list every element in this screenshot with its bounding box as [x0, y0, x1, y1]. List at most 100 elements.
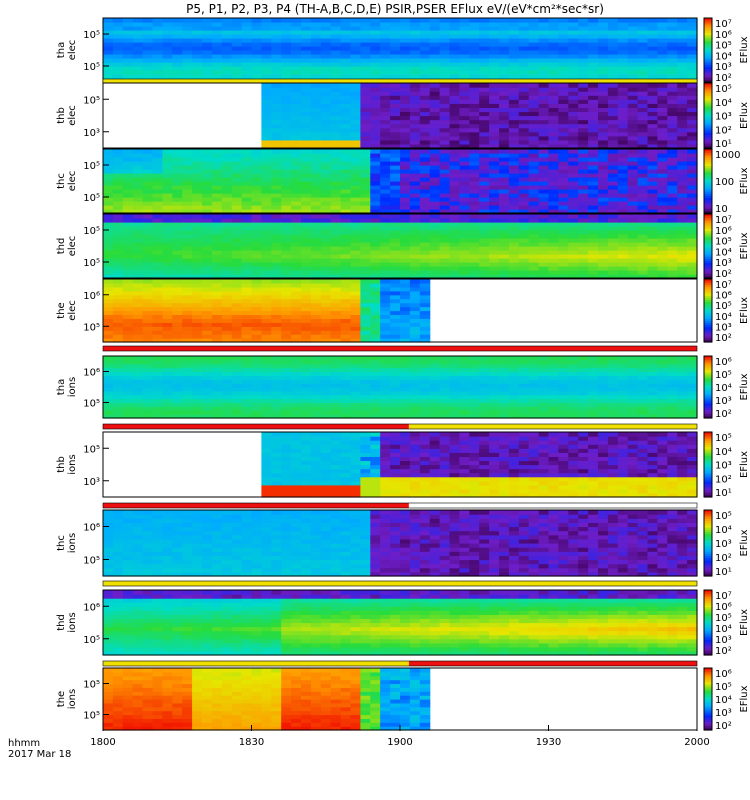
spectrogram-cell: [320, 173, 332, 178]
spectrogram-cell: [172, 58, 183, 63]
spectrogram-cell: [380, 111, 391, 117]
spectrogram-cell: [192, 310, 203, 316]
spectrogram-cell: [310, 135, 322, 141]
colorbar-swatch: [704, 28, 712, 32]
spectrogram-cell: [607, 58, 619, 63]
spectrogram-cell: [370, 302, 381, 308]
spectrogram-cell: [132, 262, 144, 267]
spectrogram-cell: [202, 410, 213, 415]
spectrogram-cell: [142, 214, 154, 219]
spectrogram-cell: [617, 30, 629, 35]
spectrogram-cell: [538, 54, 550, 59]
spectrogram-cell: [221, 290, 233, 296]
spectrogram-cell: [499, 214, 510, 219]
spectrogram-cell: [419, 58, 431, 63]
spectrogram-cell: [231, 254, 243, 259]
spectrogram-cell: [162, 238, 173, 243]
spectrogram-cell: [409, 119, 421, 125]
spectrogram-cell: [221, 367, 233, 373]
spectrogram-cell: [469, 234, 480, 239]
spectrogram-cell: [301, 383, 312, 388]
spectrogram-cell: [301, 161, 312, 166]
spectrogram-cell: [192, 42, 203, 47]
spectrogram-cell: [251, 314, 262, 319]
spectrogram-cell: [607, 127, 619, 133]
spectrogram-cell: [112, 250, 124, 255]
spectrogram-cell: [459, 99, 470, 104]
spectrogram-cell: [508, 201, 520, 206]
spectrogram-cell: [202, 414, 213, 419]
spectrogram-cell: [409, 356, 421, 361]
spectrogram-cell: [499, 111, 510, 117]
spectrogram-cell: [350, 95, 361, 100]
spectrogram-cell: [182, 246, 193, 251]
spectrogram-cell: [231, 54, 243, 59]
spectrogram-cell: [647, 205, 658, 210]
spectrogram-cell: [211, 379, 223, 384]
spectrogram-cell: [291, 83, 302, 88]
spectrogram-cell: [142, 330, 154, 335]
spectrogram-cell: [310, 314, 322, 319]
spectrogram-cell: [132, 26, 144, 31]
spectrogram-cell: [340, 334, 352, 339]
spectrogram-cell: [469, 177, 480, 182]
spectrogram-cell: [340, 367, 352, 373]
spectrogram-cell: [449, 375, 460, 380]
spectrogram-cell: [330, 318, 342, 323]
colorbar-swatch: [704, 145, 712, 149]
spectrogram-cell: [528, 99, 540, 104]
spectrogram-cell: [281, 406, 292, 411]
spectrogram-cell: [122, 46, 134, 51]
spectrogram-cell: [380, 338, 391, 343]
colorbar-swatch: [704, 314, 712, 318]
spectrogram-cell: [152, 262, 163, 267]
spectrogram-cell: [291, 34, 302, 39]
spectrogram-cell: [617, 266, 629, 271]
spectrogram-cell: [409, 246, 421, 251]
spectrogram-cell: [103, 294, 114, 300]
spectrogram-cell: [647, 123, 658, 129]
spectrogram-cell: [360, 390, 371, 396]
colorbar-swatch: [704, 176, 712, 180]
spectrogram-cell: [667, 266, 678, 271]
spectrogram-cell: [241, 250, 253, 255]
spectrogram-cell: [459, 42, 470, 47]
spectrogram-cell: [568, 169, 579, 174]
spectrogram-cell: [340, 371, 352, 376]
spectrogram-cell: [162, 402, 173, 407]
spectrogram-cell: [261, 294, 272, 300]
spectrogram-cell: [320, 322, 332, 327]
spectrogram-cell: [439, 46, 451, 51]
spectrogram-cell: [469, 83, 480, 88]
spectrogram-cell: [162, 70, 173, 75]
spectrogram-cell: [687, 189, 698, 194]
spectrogram-cell: [598, 119, 609, 125]
spectrogram-cell: [281, 306, 292, 312]
spectrogram-cell: [449, 22, 460, 27]
spectrogram-cell: [479, 379, 490, 384]
spectrogram-cell: [261, 87, 272, 92]
colorbar-swatch: [704, 24, 712, 28]
spectrogram-cell: [132, 30, 144, 35]
spectrogram-cell: [132, 234, 144, 239]
spectrogram-cell: [518, 115, 530, 121]
spectrogram-cell: [370, 330, 381, 335]
spectrogram-cell: [350, 222, 361, 227]
spectrogram-cell: [568, 270, 579, 275]
colorbar-swatch: [704, 93, 712, 97]
spectrogram-cell: [617, 74, 629, 79]
spectrogram-cell: [528, 185, 540, 190]
spectrogram-cell: [340, 314, 352, 319]
spectrogram-cell: [598, 161, 609, 166]
spectrogram-cell: [479, 54, 490, 59]
spectrogram-cell: [360, 383, 371, 388]
spectrogram-cell: [211, 338, 223, 343]
spectrogram-cell: [568, 222, 579, 227]
spectrogram-cell: [172, 74, 183, 79]
spectrogram-cell: [419, 115, 431, 121]
colorbar-tick-label: 10⁷: [715, 19, 732, 30]
spectrogram-cell: [380, 127, 391, 133]
spectrogram-cell: [182, 410, 193, 415]
spectrogram-cell: [172, 406, 183, 411]
